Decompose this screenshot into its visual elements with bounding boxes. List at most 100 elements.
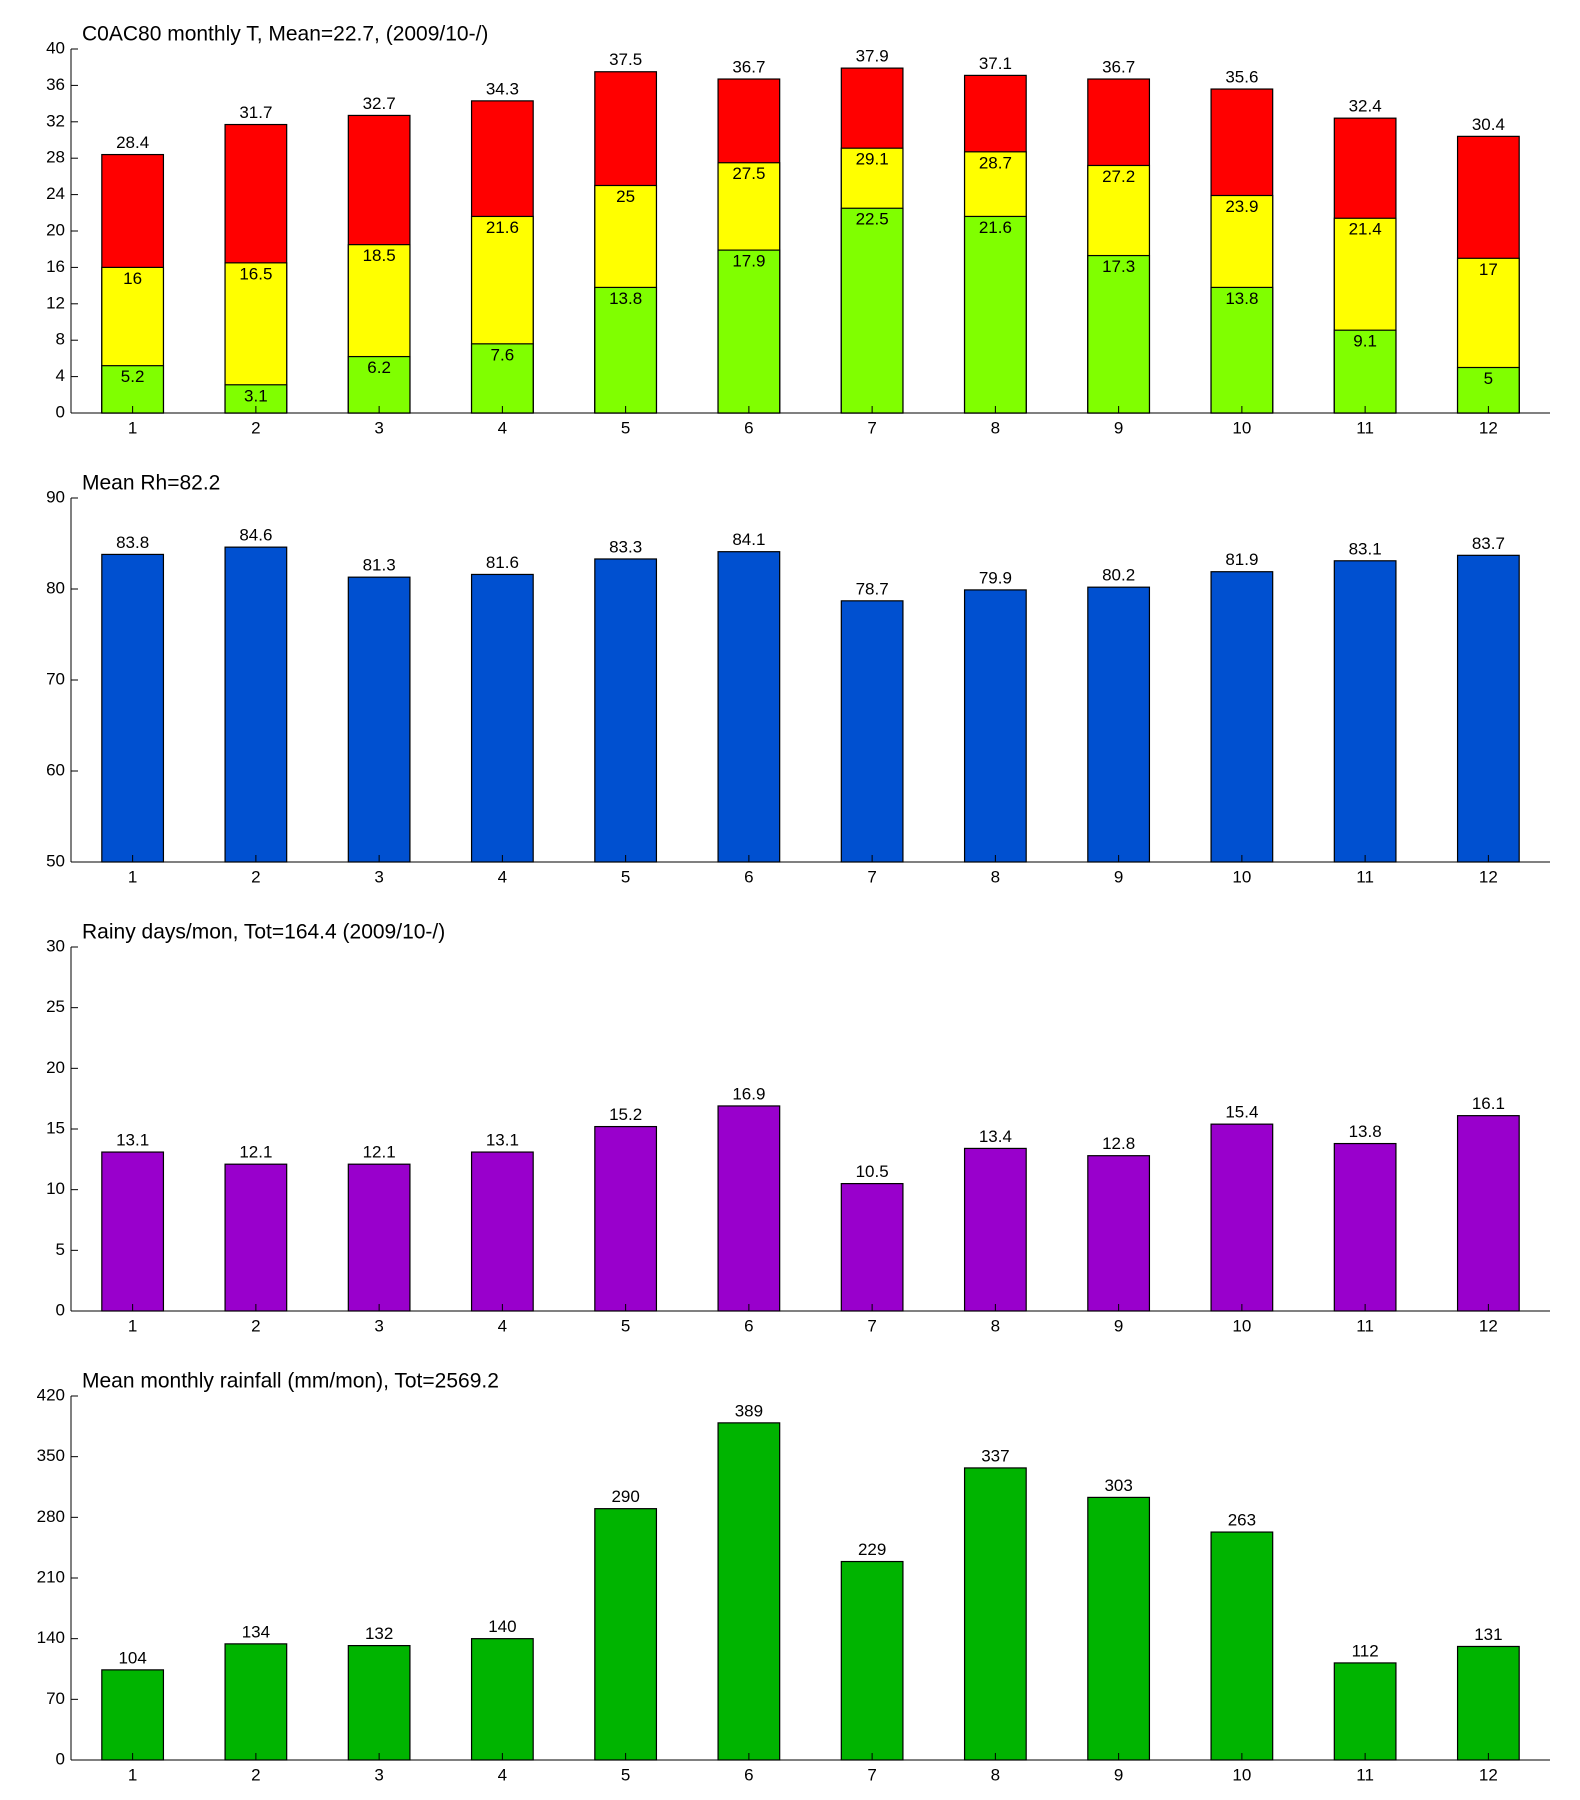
x-tick-label: 8 — [991, 867, 1000, 886]
x-tick-label: 11 — [1356, 867, 1374, 886]
value-label: 36.7 — [1102, 58, 1135, 77]
x-tick-label: 12 — [1479, 1316, 1498, 1335]
bar — [224, 1643, 288, 1761]
y-tick-label: 50 — [46, 851, 65, 870]
y-tick-label: 90 — [46, 487, 65, 506]
value-label: 78.7 — [856, 579, 889, 598]
value-label: 17.9 — [732, 252, 765, 271]
y-tick-label: 210 — [37, 1567, 65, 1586]
value-label: 83.1 — [1349, 539, 1382, 558]
y-tick-label: 70 — [46, 669, 65, 688]
value-label: 83.3 — [609, 537, 642, 556]
x-tick-label: 6 — [744, 867, 753, 886]
bar — [1087, 254, 1151, 414]
value-label: 36.7 — [732, 58, 765, 77]
value-label: 229 — [858, 1540, 886, 1559]
x-tick-label: 9 — [1114, 1316, 1123, 1335]
x-tick-label: 8 — [991, 418, 1000, 437]
y-tick-label: 20 — [46, 1058, 65, 1077]
x-tick-label: 8 — [991, 1765, 1000, 1784]
value-label: 25 — [616, 187, 635, 206]
bar — [1087, 1496, 1151, 1761]
x-tick-label: 9 — [1114, 1765, 1123, 1784]
bar — [840, 600, 904, 863]
y-tick-label: 16 — [46, 257, 65, 276]
x-tick-label: 5 — [621, 1765, 630, 1784]
value-label: 32.4 — [1349, 97, 1382, 116]
bar — [1210, 1531, 1274, 1761]
bar — [717, 1105, 781, 1312]
value-label: 28.4 — [116, 133, 149, 152]
value-label: 37.1 — [979, 54, 1012, 73]
x-tick-label: 5 — [621, 418, 630, 437]
y-tick-label: 4 — [56, 366, 65, 385]
x-tick-label: 9 — [1114, 418, 1123, 437]
value-label: 104 — [118, 1648, 146, 1667]
value-label: 290 — [611, 1487, 639, 1506]
bar — [840, 207, 904, 414]
value-label: 79.9 — [979, 568, 1012, 587]
x-tick-label: 1 — [128, 1765, 137, 1784]
x-tick-label: 12 — [1479, 867, 1498, 886]
y-tick-label: 8 — [56, 330, 65, 349]
bar — [347, 355, 411, 414]
x-tick-label: 10 — [1232, 867, 1251, 886]
bar — [470, 1151, 534, 1312]
bar — [101, 553, 165, 863]
value-label: 16 — [123, 269, 142, 288]
chart-title: Mean monthly rainfall (mm/mon), Tot=2569… — [82, 1370, 499, 1393]
bar — [470, 343, 534, 414]
value-label: 9.1 — [1353, 332, 1377, 351]
x-tick-label: 4 — [498, 1765, 507, 1784]
bar — [347, 1644, 411, 1761]
value-label: 29.1 — [856, 150, 889, 169]
y-tick-label: 36 — [46, 75, 65, 94]
value-label: 37.5 — [609, 50, 642, 69]
bar — [1456, 1645, 1520, 1761]
y-tick-label: 28 — [46, 148, 65, 167]
value-label: 7.6 — [491, 345, 515, 364]
value-label: 27.5 — [732, 164, 765, 183]
y-tick-label: 80 — [46, 578, 65, 597]
chart-title: Mean Rh=82.2 — [82, 472, 220, 495]
value-label: 10.5 — [856, 1162, 889, 1181]
bar — [224, 1163, 288, 1312]
y-tick-label: 15 — [46, 1118, 65, 1137]
x-tick-label: 4 — [498, 418, 507, 437]
value-label: 13.1 — [116, 1131, 149, 1150]
value-label: 16.1 — [1472, 1094, 1505, 1113]
x-tick-label: 5 — [621, 1316, 630, 1335]
bar — [717, 551, 781, 863]
value-label: 32.7 — [363, 94, 396, 113]
x-tick-label: 7 — [867, 867, 876, 886]
value-label: 13.8 — [609, 289, 642, 308]
bar — [840, 1182, 904, 1312]
x-tick-label: 7 — [867, 1765, 876, 1784]
value-label: 34.3 — [486, 79, 519, 98]
x-tick-label: 7 — [867, 1316, 876, 1335]
x-tick-label: 12 — [1479, 418, 1498, 437]
value-label: 5.2 — [121, 367, 145, 386]
value-label: 17.3 — [1102, 257, 1135, 276]
bar — [963, 215, 1027, 414]
value-label: 27.2 — [1102, 167, 1135, 186]
x-tick-label: 2 — [251, 1765, 260, 1784]
value-label: 37.9 — [856, 47, 889, 66]
bar — [594, 1508, 658, 1761]
value-label: 13.8 — [1349, 1122, 1382, 1141]
x-tick-label: 3 — [374, 1316, 383, 1335]
value-label: 81.6 — [486, 553, 519, 572]
bar — [224, 546, 288, 863]
bar — [101, 1669, 165, 1761]
bar — [963, 589, 1027, 863]
value-label: 22.5 — [856, 210, 889, 229]
bar — [963, 1147, 1027, 1312]
bar — [1333, 329, 1397, 414]
x-tick-label: 10 — [1232, 1316, 1251, 1335]
y-tick-label: 10 — [46, 1179, 65, 1198]
x-tick-label: 11 — [1356, 418, 1374, 437]
value-label: 21.4 — [1349, 220, 1382, 239]
value-label: 21.6 — [486, 218, 519, 237]
value-label: 23.9 — [1225, 197, 1258, 216]
